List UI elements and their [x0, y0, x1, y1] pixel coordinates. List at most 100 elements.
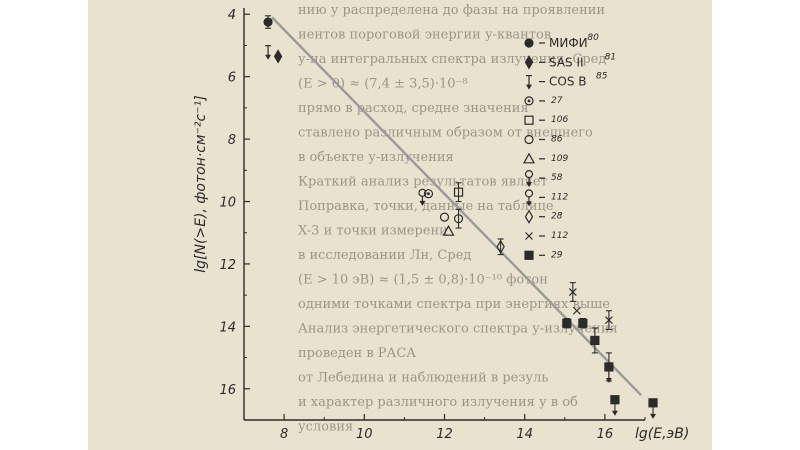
- series-81: [273, 49, 283, 64]
- limit-arrow-head: [611, 410, 618, 416]
- legend-item: 112: [524, 189, 568, 207]
- marker-dot: [427, 192, 430, 196]
- y-axis-title: lg[N(>E), фотон·см⁻²с⁻¹]: [193, 95, 209, 272]
- data-point: [273, 49, 283, 64]
- legend-item: 28: [524, 209, 563, 224]
- data-point: [648, 398, 658, 408]
- limit-arrow-head: [650, 413, 657, 419]
- marker-arrow: [265, 54, 272, 60]
- bleed-text-line: и характер различного излучения у в об: [298, 395, 578, 410]
- legend-ref: 81: [605, 52, 616, 62]
- data-point: [496, 239, 505, 254]
- y-tick-label: 8: [228, 133, 236, 148]
- legend-ref: 80: [587, 33, 599, 43]
- data-point: [453, 214, 464, 224]
- data-point: [265, 45, 272, 60]
- series-109: [442, 224, 455, 236]
- data-point: [578, 318, 588, 328]
- legend-marker: [524, 209, 534, 224]
- legend-marker: [524, 55, 534, 70]
- series-29: [562, 318, 658, 419]
- legend-ref: 112: [551, 231, 568, 241]
- marker-dot: [527, 99, 531, 103]
- marker-arrow: [526, 201, 532, 207]
- x-tick-label: 8: [280, 427, 288, 442]
- bleed-text-line: Поправка, точки, данные на таблице: [298, 199, 554, 214]
- y-tick-label: 12: [219, 258, 236, 273]
- series-80: [263, 15, 273, 29]
- chart-svg: нию у распределена до фазы на проявлении…: [193, 3, 689, 442]
- data-point: [568, 288, 577, 296]
- x-axis-title: lg(E,эВ): [635, 426, 689, 442]
- marker-shape: [522, 152, 536, 164]
- bleed-text-line: X-3 и точки измерени: [298, 224, 448, 239]
- legend-ref: 85: [596, 72, 608, 82]
- marker-shape: [525, 232, 533, 240]
- series-85: [265, 45, 272, 60]
- legend-marker: [524, 170, 534, 188]
- legend-marker: [524, 115, 534, 125]
- data-point: [590, 335, 600, 346]
- data-point: [263, 17, 273, 27]
- data-point: [453, 187, 464, 197]
- legend-ref: 27: [551, 96, 563, 106]
- data-point: [439, 212, 450, 222]
- legend-marker: [524, 38, 534, 48]
- marker-shape: [524, 134, 534, 145]
- data-point: [610, 395, 620, 405]
- bleed-text-line: (E > 10 эВ) ≈ (1,5 ± 0,8)·10⁻¹⁰ фотон: [298, 273, 548, 288]
- legend-label: SAS II: [549, 55, 584, 69]
- legend-ref: 86: [551, 135, 563, 145]
- legend-item: 27: [524, 96, 563, 106]
- bleed-text-line: от Лебедина и наблюдений в резуль: [298, 371, 548, 386]
- marker-shape: [524, 250, 534, 260]
- marker-shape: [263, 17, 273, 27]
- legend-item: COS B 85: [526, 72, 608, 90]
- legend-ref: 112: [551, 192, 568, 202]
- marker-shape: [524, 189, 534, 198]
- legend-marker: [524, 96, 534, 106]
- series-112: [439, 212, 450, 222]
- data-point: [572, 306, 581, 315]
- y-tick-label: 6: [228, 71, 236, 86]
- legend-item: 58: [524, 170, 563, 188]
- legend-item: 86: [524, 134, 563, 145]
- marker-shape: [423, 189, 434, 199]
- data-point: [562, 318, 572, 328]
- bleed-text-line: иентов пороговой энергии у-квантов: [298, 28, 551, 43]
- bleed-text-line: прямо в расход, средне значения: [298, 101, 529, 116]
- marker-shape: [453, 214, 464, 224]
- legend-marker: [524, 134, 534, 145]
- marker-arrow: [526, 84, 532, 90]
- y-tick-label: 10: [219, 196, 236, 211]
- legend-item: МИФИ 80: [524, 33, 599, 50]
- series-86: [453, 208, 464, 229]
- marker-shape: [524, 96, 534, 106]
- bleed-text-line: Краткий анализ результатов являет: [298, 175, 548, 190]
- series-106: [453, 182, 464, 203]
- marker-shape: [610, 395, 620, 405]
- marker-shape: [496, 239, 505, 254]
- series-58: [418, 188, 427, 206]
- bleed-text-line: проведен в РАСА: [298, 346, 416, 361]
- marker-shape: [273, 49, 283, 64]
- marker-shape: [439, 212, 450, 222]
- marker-shape: [524, 209, 534, 224]
- legend-item: SAS II 81: [524, 52, 616, 70]
- y-tick-label: 4: [228, 8, 236, 23]
- marker-shape: [453, 187, 464, 197]
- series-27: [423, 189, 434, 199]
- paper-scan: [88, 0, 712, 450]
- marker-shape: [604, 362, 614, 372]
- y-tick-label: 16: [219, 383, 236, 398]
- x-tick-label: 16: [597, 427, 614, 442]
- legend-ref: 29: [551, 250, 563, 260]
- marker-shape: [648, 398, 658, 408]
- fit-line-group: [271, 16, 642, 396]
- data-point: [423, 189, 434, 199]
- data-points: [263, 15, 658, 419]
- legend-ref: 109: [551, 154, 568, 164]
- legend-item: 106: [524, 115, 568, 125]
- data-point: [418, 188, 427, 206]
